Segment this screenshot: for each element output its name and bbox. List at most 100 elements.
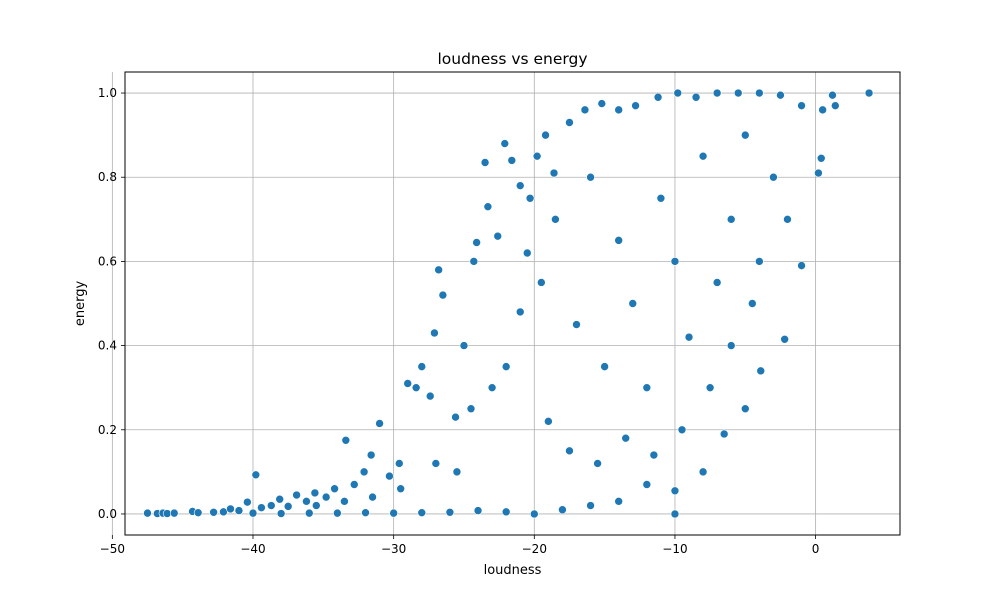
scatter-point xyxy=(417,508,427,517)
scatter-point xyxy=(691,92,701,102)
scatter-point xyxy=(828,90,837,100)
scatter-point xyxy=(525,193,535,203)
scatter-point xyxy=(487,383,497,392)
chart-title: loudness vs energy xyxy=(437,50,587,68)
scatter-point xyxy=(292,490,301,500)
y-tick-label: 1.0 xyxy=(98,86,117,100)
scatter-point xyxy=(684,332,694,342)
scatter-point xyxy=(677,425,687,435)
scatter-point xyxy=(712,88,722,98)
scatter-point xyxy=(670,486,680,496)
scatter-point xyxy=(755,257,764,266)
scatter-point xyxy=(537,278,546,287)
x-axis-ticks: −50 −40 −30 −20 −10 0 xyxy=(100,535,819,556)
scatter-point xyxy=(283,502,293,511)
scatter-point xyxy=(565,446,574,456)
scatter-point xyxy=(366,450,376,460)
scatter-point xyxy=(656,193,666,203)
scatter-point xyxy=(698,151,708,161)
scatter-point xyxy=(209,507,218,517)
y-tick-label: 0.6 xyxy=(98,254,117,268)
scatter-point xyxy=(375,419,384,428)
scatter-point xyxy=(333,508,342,518)
scatter-point xyxy=(797,101,806,110)
scatter-point xyxy=(586,172,595,182)
y-tick-label: 0.4 xyxy=(98,339,117,353)
scatter-point xyxy=(726,341,736,350)
scatter-point xyxy=(359,467,369,477)
scatter-point xyxy=(403,379,413,388)
scatter-point xyxy=(783,215,792,224)
scatter-point xyxy=(572,320,581,329)
scatter-point xyxy=(816,153,826,163)
plot-frame xyxy=(124,71,901,536)
scatter-point xyxy=(541,130,550,140)
scatter-point xyxy=(472,238,481,247)
scatter-point xyxy=(649,450,659,460)
scatter-point xyxy=(748,299,757,308)
scatter-point xyxy=(580,105,590,115)
x-tick-label: −40 xyxy=(240,542,265,556)
scatter-point xyxy=(438,290,448,300)
scatter-point xyxy=(251,470,261,480)
scatter-point xyxy=(425,391,435,401)
y-axis-ticks: 0.0 0.2 0.4 0.6 0.8 1.0 xyxy=(98,86,125,521)
scatter-point xyxy=(430,328,439,338)
scatter-point xyxy=(544,417,553,426)
scatter-point xyxy=(473,506,483,515)
scatter-point xyxy=(864,88,874,98)
scatter-point xyxy=(452,467,462,477)
scatter-point xyxy=(776,90,785,100)
scatter-point xyxy=(614,105,623,115)
scatter-point xyxy=(445,507,455,517)
scatter-point xyxy=(642,480,652,489)
scatter-point xyxy=(480,158,490,167)
scatter-point xyxy=(483,202,493,211)
y-tick-label: 0.2 xyxy=(98,423,117,437)
scatter-point xyxy=(733,88,743,98)
scatter-point xyxy=(411,383,421,392)
scatter-point xyxy=(193,508,203,517)
scatter-point xyxy=(431,459,441,468)
scatter-point xyxy=(275,494,285,504)
scatter-point xyxy=(266,501,276,510)
y-tick-label: 0.8 xyxy=(98,170,117,184)
scatter-point xyxy=(311,501,321,510)
scatter-point xyxy=(769,172,778,182)
scatter-point xyxy=(673,88,683,98)
scatter-point xyxy=(780,334,789,344)
x-axis-label: loudness xyxy=(484,563,542,578)
x-tick-label: −10 xyxy=(662,542,687,556)
y-axis-label: energy xyxy=(73,281,88,327)
x-tick-label: −20 xyxy=(522,542,547,556)
scatter-point xyxy=(740,404,750,414)
scatter-point xyxy=(321,492,331,502)
scatter-point xyxy=(507,156,517,165)
scatter-point xyxy=(740,130,750,140)
scatter-point xyxy=(642,383,652,392)
scatter-point xyxy=(330,484,339,494)
scatter-point xyxy=(653,92,663,102)
scatter-point xyxy=(394,459,404,468)
scatter-point xyxy=(349,480,359,489)
scatter-point xyxy=(276,509,286,518)
scatter-point xyxy=(226,504,235,514)
scatter-point xyxy=(530,509,539,519)
scatter-points xyxy=(143,88,874,519)
y-tick-label: 0.0 xyxy=(98,507,117,521)
scatter-point xyxy=(243,497,252,507)
scatter-point xyxy=(493,231,503,241)
scatter-point xyxy=(558,505,567,515)
scatter-point xyxy=(755,88,764,98)
scatter-point xyxy=(341,435,351,445)
scatter-point xyxy=(466,404,476,414)
scatter-point xyxy=(628,299,638,308)
scatter-point xyxy=(670,257,680,266)
scatter-point xyxy=(304,508,314,518)
scatter-point xyxy=(522,248,532,258)
scatter-point xyxy=(621,433,631,443)
scatter-point xyxy=(169,508,179,518)
